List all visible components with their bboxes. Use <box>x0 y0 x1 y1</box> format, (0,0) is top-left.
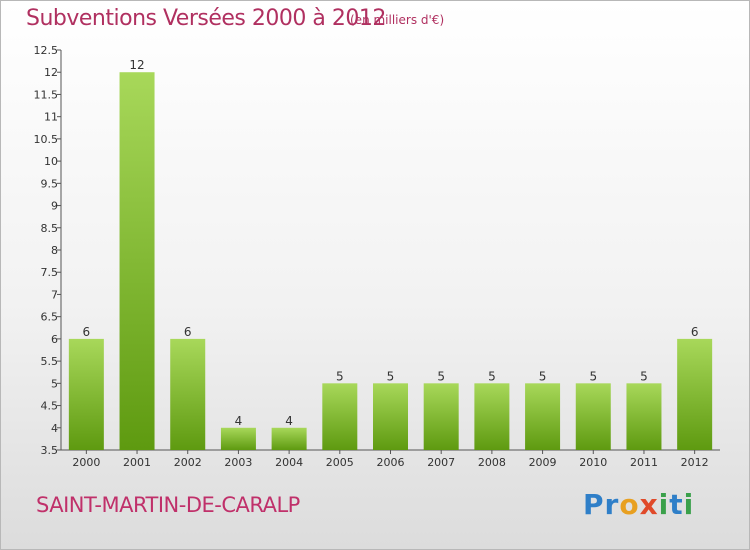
x-tick-label: 2002 <box>174 456 202 469</box>
x-tick-label: 2000 <box>72 456 100 469</box>
y-tick-label: 9.5 <box>41 177 59 190</box>
y-tick-label: 10 <box>44 155 58 168</box>
y-tick-label: 5.5 <box>41 355 59 368</box>
chart-title: Subventions Versées 2000 à 2012 <box>26 6 386 31</box>
bar-2008[interactable] <box>474 383 510 450</box>
x-tick-label: 2011 <box>630 456 658 469</box>
y-tick-label: 6 <box>51 333 58 346</box>
bar-2011[interactable] <box>626 383 662 450</box>
bar-2006[interactable] <box>373 383 408 450</box>
x-tick-label: 2010 <box>579 456 607 469</box>
value-label-2001: 12 <box>129 58 144 72</box>
value-label-2005: 5 <box>336 369 344 383</box>
x-tick-label: 2001 <box>123 456 151 469</box>
y-tick-label: 4.5 <box>41 400 59 413</box>
y-tick-label: 3.5 <box>41 444 59 457</box>
bar-2002[interactable] <box>170 338 206 450</box>
chart-unit-label: (en milliers d'€) <box>350 13 445 27</box>
value-label-2011: 5 <box>640 369 648 383</box>
location-name: SAINT-MARTIN-DE-CARALP <box>36 493 300 517</box>
bar-2007[interactable] <box>423 383 459 450</box>
x-tick-label: 2007 <box>427 456 455 469</box>
y-tick-label: 11.5 <box>34 88 59 101</box>
value-label-2010: 5 <box>589 369 597 383</box>
y-tick-label: 7.5 <box>41 266 59 279</box>
bar-2004[interactable] <box>271 427 307 450</box>
x-tick-label: 2009 <box>529 456 557 469</box>
bar-2001[interactable] <box>119 72 155 450</box>
value-label-2002: 6 <box>184 325 192 339</box>
bars-group <box>68 72 713 450</box>
bar-2000[interactable] <box>68 338 104 450</box>
value-label-2008: 5 <box>488 369 496 383</box>
proxiti-logo[interactable]: Proxiti <box>583 488 695 521</box>
y-tick-label: 8.5 <box>41 222 59 235</box>
y-tick-label: 11 <box>44 111 58 124</box>
bar-2005[interactable] <box>322 383 358 450</box>
x-tick-label: 2008 <box>478 456 506 469</box>
bar-2012[interactable] <box>677 338 713 450</box>
y-tick-label: 12 <box>44 66 58 79</box>
x-tick-label: 2006 <box>377 456 405 469</box>
y-tick-label: 4 <box>51 422 58 435</box>
y-tick-label: 8 <box>51 244 58 257</box>
value-label-2003: 4 <box>235 414 243 428</box>
y-tick-label: 9 <box>51 200 58 213</box>
value-label-2006: 5 <box>387 369 395 383</box>
x-tick-label: 2012 <box>681 456 709 469</box>
x-tick-label: 2005 <box>326 456 354 469</box>
y-tick-label: 7 <box>51 288 58 301</box>
y-tick-label: 10.5 <box>34 133 59 146</box>
value-label-2007: 5 <box>437 369 445 383</box>
value-label-2000: 6 <box>83 325 91 339</box>
bar-2010[interactable] <box>575 383 611 450</box>
x-tick-label: 2004 <box>275 456 303 469</box>
y-tick-label: 5 <box>51 377 58 390</box>
x-axis: 2000 2001 2002 2003 2004 2005 2006 2007 2008 2009… <box>61 449 720 469</box>
y-tick-label: 12.5 <box>34 44 59 57</box>
y-tick-label: 6.5 <box>41 311 59 324</box>
y-axis: 3.5 4 4.5 5 5.5 6 6.5 7 7.5 8 8.5 9 9.5 10 10.5 11 11.5 1… <box>34 44 62 457</box>
value-label-2012: 6 <box>691 325 699 339</box>
bar-2003[interactable] <box>220 427 256 450</box>
value-labels-group: 6 12 6 4 4 5 5 5 5 5 5 5 6 <box>83 58 699 428</box>
value-label-2009: 5 <box>539 369 547 383</box>
x-tick-label: 2003 <box>224 456 252 469</box>
bar-2009[interactable] <box>525 383 561 450</box>
value-label-2004: 4 <box>285 414 293 428</box>
